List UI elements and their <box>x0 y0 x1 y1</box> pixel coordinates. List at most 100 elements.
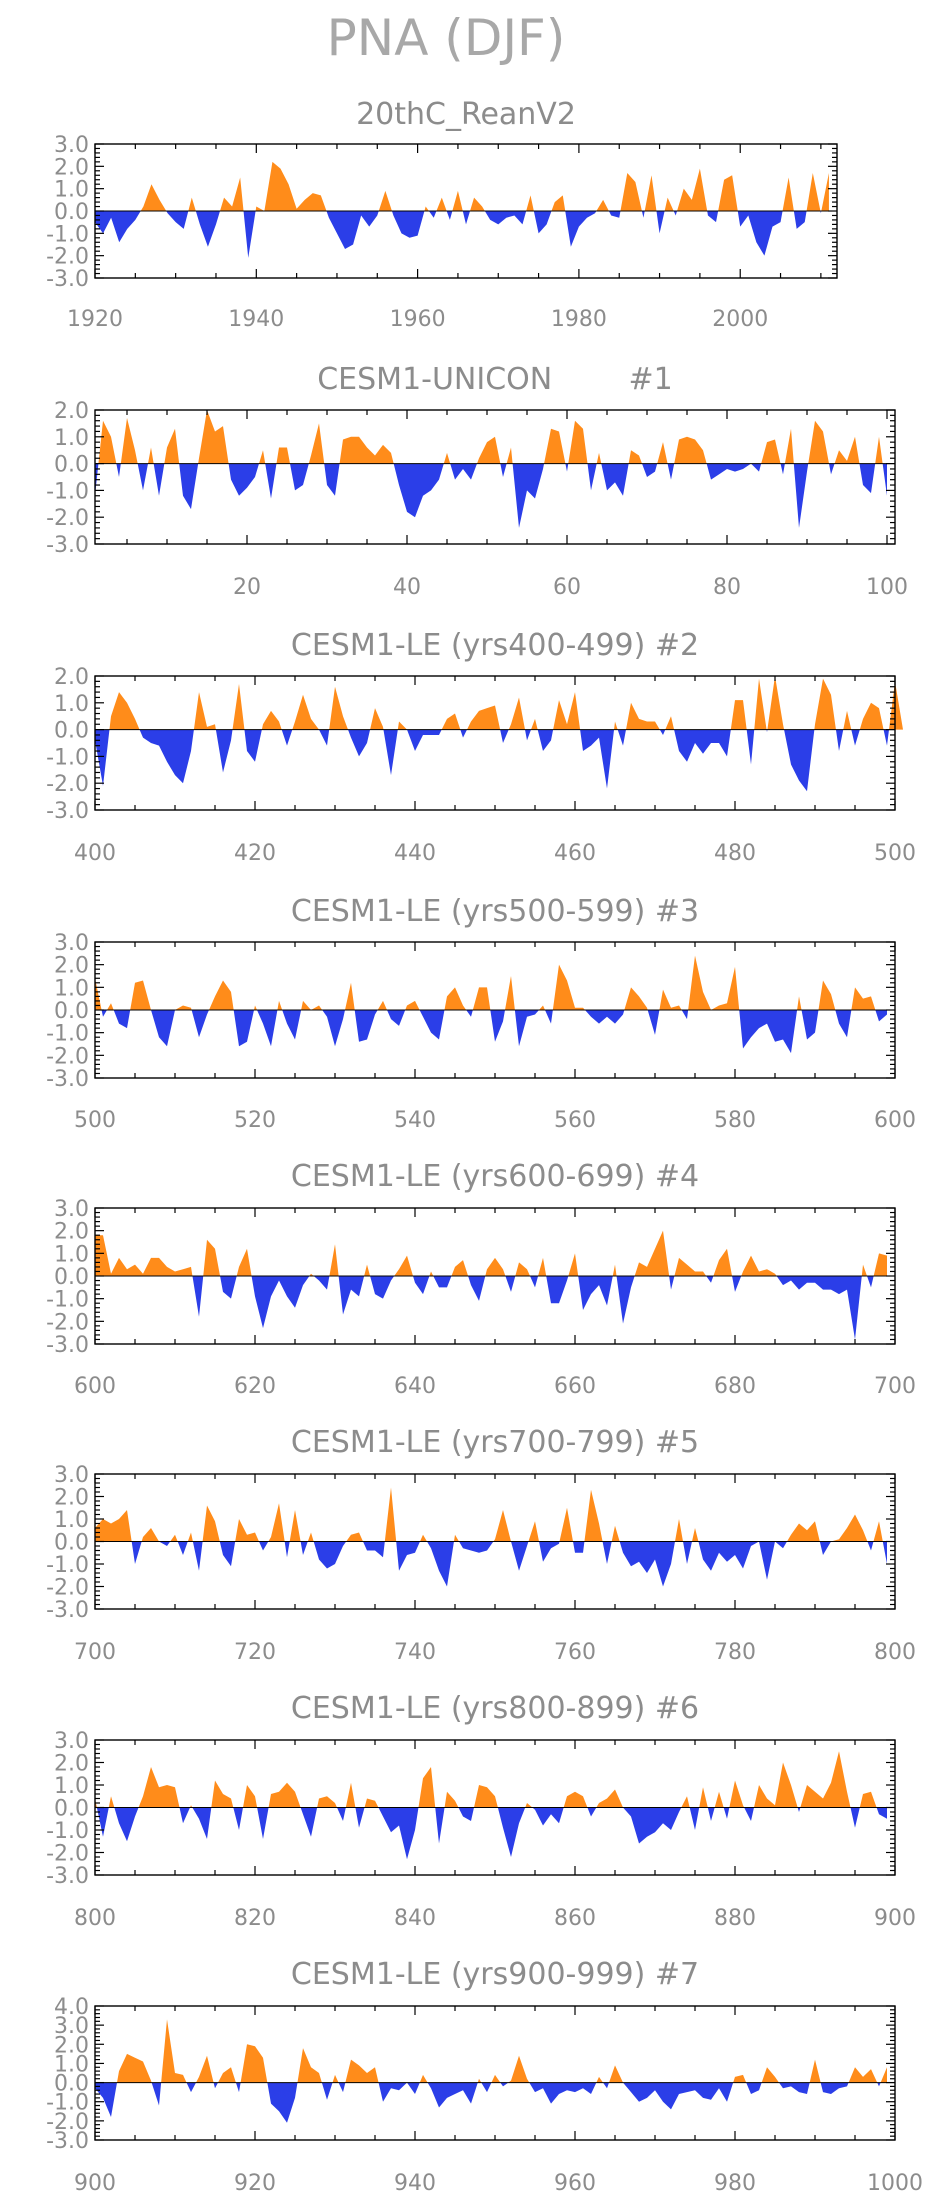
y-tick-label: 0.0 <box>54 719 89 744</box>
x-tick-label: 420 <box>234 841 276 866</box>
y-tick-label: 0.0 <box>54 200 89 225</box>
y-tick-label: -1.0 <box>46 745 89 770</box>
y-tick-label: 2.0 <box>54 399 89 424</box>
panel-title: CESM1-LE (yrs500-599) #3 <box>291 894 699 929</box>
y-tick-label: -3.0 <box>46 1067 89 1092</box>
x-tick-label: 580 <box>714 1108 756 1133</box>
y-tick-label: -2.0 <box>46 245 89 270</box>
y-tick-label: -2.0 <box>46 772 89 797</box>
x-tick-label: 840 <box>394 1906 436 1931</box>
negative-area <box>95 211 829 258</box>
x-tick-label: 700 <box>74 1640 116 1665</box>
x-tick-label: 620 <box>234 1374 276 1399</box>
panel-title: CESM1-UNICON #1 <box>317 362 673 397</box>
y-tick-label: -3.0 <box>46 1598 89 1623</box>
y-tick-label: 2.0 <box>54 2033 89 2058</box>
y-tick-label: -3.0 <box>46 1333 89 1358</box>
chart-panel-3: CESM1-LE (yrs400-499) #2 2.01.00.0-1.0-2.… <box>46 628 916 866</box>
x-tick-label: 480 <box>714 841 756 866</box>
y-tick-label: 0.0 <box>54 1531 89 1556</box>
plot-frame <box>94 409 896 545</box>
y-tick-label: 0.0 <box>54 453 89 478</box>
x-tick-label: 540 <box>394 1108 436 1133</box>
negative-area <box>95 1541 887 1587</box>
y-tick-label: -1.0 <box>46 1819 89 1844</box>
x-tick-label: 600 <box>74 1374 116 1399</box>
chart-panel-7: CESM1-LE (yrs800-899) #6 3.02.01.00.0-1.0… <box>46 1691 916 1931</box>
y-tick-label: -2.0 <box>46 1044 89 1069</box>
y-tick-label: 1.0 <box>54 2052 89 2077</box>
y-tick-label: 2.0 <box>54 1752 89 1777</box>
x-tick-label: 980 <box>714 2171 756 2194</box>
y-tick-label: 2.0 <box>54 665 89 690</box>
x-tick-label: 820 <box>234 1906 276 1931</box>
x-tick-label: 20 <box>233 575 261 600</box>
y-tick-label: 1.0 <box>54 426 89 451</box>
positive-area <box>95 1751 887 1808</box>
negative-area <box>95 1010 887 1054</box>
chart-panel-8: CESM1-LE (yrs900-999) #74.03.02.01.00.0-… <box>46 1957 923 2194</box>
y-tick-label: 2.0 <box>54 155 89 180</box>
x-tick-label: 880 <box>714 1906 756 1931</box>
positive-area <box>95 1487 887 1542</box>
x-tick-label: 640 <box>394 1374 436 1399</box>
x-tick-label: 720 <box>234 1640 276 1665</box>
y-tick-label: 3.0 <box>54 133 89 158</box>
y-tick-label: -1.0 <box>46 2091 89 2116</box>
positive-area <box>95 2019 887 2083</box>
y-tick-label: 3.0 <box>54 2014 89 2039</box>
panel-title: CESM1-LE (yrs600-699) #4 <box>291 1159 699 1194</box>
panel-title: CESM1-LE (yrs700-799) #5 <box>291 1425 699 1460</box>
y-tick-label: -3.0 <box>46 1864 89 1889</box>
x-tick-label: 960 <box>554 2171 596 2194</box>
x-tick-label: 940 <box>394 2171 436 2194</box>
positive-area <box>95 161 829 211</box>
x-tick-label: 1940 <box>228 307 284 332</box>
x-tick-label: 920 <box>234 2171 276 2194</box>
x-tick-label: 1960 <box>390 307 446 332</box>
y-tick-label: 1.0 <box>54 178 89 203</box>
y-tick-label: -1.0 <box>46 1288 89 1313</box>
x-tick-label: 1920 <box>67 307 123 332</box>
y-tick-label: 0.0 <box>54 999 89 1024</box>
y-tick-label: 1.0 <box>54 976 89 1001</box>
x-tick-label: 520 <box>234 1108 276 1133</box>
y-tick-label: -2.0 <box>46 1310 89 1335</box>
x-tick-label: 440 <box>394 841 436 866</box>
y-tick-label: -1.0 <box>46 479 89 504</box>
y-tick-label: -2.0 <box>46 2110 89 2135</box>
positive-area <box>95 1230 887 1276</box>
negative-area <box>95 729 903 792</box>
y-tick-label: -2.0 <box>46 1842 89 1867</box>
x-tick-label: 800 <box>874 1640 916 1665</box>
negative-area <box>95 1807 887 1860</box>
x-tick-label: 500 <box>74 1108 116 1133</box>
negative-area <box>95 2082 887 2123</box>
panel-title: CESM1-LE (yrs400-499) #2 <box>291 628 699 663</box>
x-tick-label: 900 <box>874 1906 916 1931</box>
y-tick-label: 3.0 <box>54 1729 89 1754</box>
y-tick-label: 0.0 <box>54 1797 89 1822</box>
x-tick-label: 900 <box>74 2171 116 2194</box>
y-tick-label: -1.0 <box>46 222 89 247</box>
y-tick-label: -2.0 <box>46 506 89 531</box>
x-tick-label: 500 <box>874 841 916 866</box>
positive-area <box>95 955 887 1010</box>
x-tick-label: 800 <box>74 1906 116 1931</box>
y-tick-label: -3.0 <box>46 533 89 558</box>
x-tick-label: 660 <box>554 1374 596 1399</box>
y-tick-label: 2.0 <box>54 954 89 979</box>
chart-panel-2: CESM1-UNICON #1 2.01.00.0-1.0-2.0-3.0 20 40… <box>46 362 908 600</box>
panel-title: CESM1-LE (yrs800-899) #6 <box>291 1691 699 1726</box>
y-tick-label: 1.0 <box>54 692 89 717</box>
y-tick-label: 2.0 <box>54 1220 89 1245</box>
x-tick-label: 80 <box>713 575 741 600</box>
x-tick-label: 40 <box>393 575 421 600</box>
x-tick-label: 860 <box>554 1906 596 1931</box>
x-tick-label: 2000 <box>712 307 768 332</box>
y-tick-label: 3.0 <box>54 1463 89 1488</box>
panel-title: 20thC_ReanV2 <box>356 97 576 132</box>
x-tick-label: 680 <box>714 1374 756 1399</box>
panels: 20thC_ReanV23.02.01.00.0-1.0-2.0-3.01920… <box>46 97 923 2194</box>
